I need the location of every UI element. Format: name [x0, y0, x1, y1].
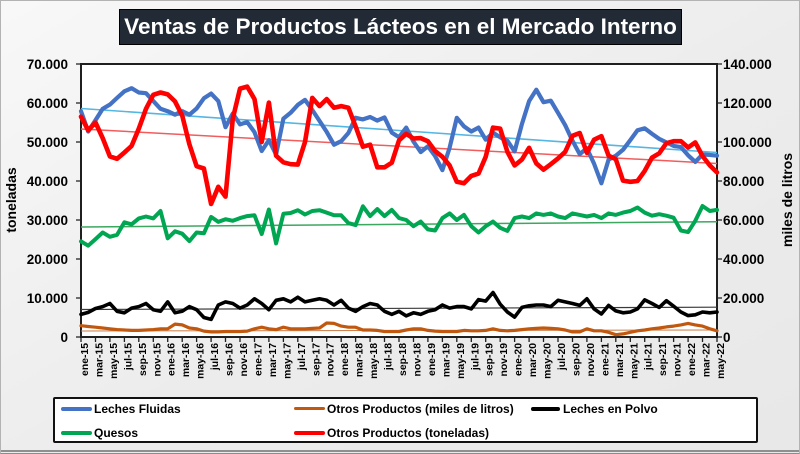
svg-text:40.000: 40.000	[27, 174, 68, 189]
svg-text:may-16: may-16	[196, 343, 207, 379]
svg-text:jul-16: jul-16	[210, 343, 221, 371]
svg-text:nov-16: nov-16	[239, 343, 250, 377]
svg-text:nov-17: nov-17	[326, 343, 337, 377]
svg-text:60.000: 60.000	[27, 96, 68, 111]
svg-text:ene-15: ene-15	[80, 343, 91, 376]
svg-text:50.000: 50.000	[27, 135, 68, 150]
svg-text:ene-21: ene-21	[600, 343, 611, 376]
svg-text:60.000: 60.000	[723, 213, 764, 228]
svg-text:100.000: 100.000	[723, 135, 772, 150]
svg-text:sep-17: sep-17	[311, 343, 322, 376]
svg-text:mar-15: mar-15	[95, 343, 106, 377]
svg-text:jul-15: jul-15	[123, 343, 134, 371]
svg-text:may-15: may-15	[109, 343, 120, 379]
svg-text:70.000: 70.000	[27, 57, 68, 72]
svg-text:ene-18: ene-18	[340, 343, 351, 376]
svg-text:ene-20: ene-20	[514, 343, 525, 376]
svg-text:mar-20: mar-20	[528, 343, 539, 377]
svg-text:80.000: 80.000	[723, 174, 764, 189]
svg-text:mar-18: mar-18	[355, 343, 366, 377]
svg-text:mar-16: mar-16	[181, 343, 192, 377]
svg-text:may-22: may-22	[716, 343, 727, 379]
svg-text:jul-19: jul-19	[470, 343, 481, 371]
svg-text:mar-17: mar-17	[268, 343, 279, 377]
svg-text:20.000: 20.000	[723, 291, 764, 306]
svg-text:mar-21: mar-21	[615, 343, 626, 377]
svg-text:120.000: 120.000	[723, 96, 772, 111]
svg-text:miles de litros: miles de litros	[779, 153, 795, 247]
svg-text:toneladas: toneladas	[3, 167, 19, 233]
svg-text:may-19: may-19	[456, 343, 467, 379]
svg-text:nov-18: nov-18	[413, 343, 424, 377]
svg-text:sep-18: sep-18	[398, 343, 409, 376]
svg-text:jul-17: jul-17	[297, 343, 308, 371]
svg-text:140.000: 140.000	[723, 57, 772, 72]
svg-text:sep-20: sep-20	[572, 343, 583, 376]
svg-text:40.000: 40.000	[723, 252, 764, 267]
svg-text:may-20: may-20	[543, 343, 554, 379]
svg-text:ene-16: ene-16	[167, 343, 178, 376]
svg-text:nov-19: nov-19	[499, 343, 510, 377]
svg-text:ene-17: ene-17	[254, 343, 265, 376]
svg-text:jul-21: jul-21	[644, 343, 655, 371]
svg-text:sep-15: sep-15	[138, 343, 149, 376]
svg-text:20.000: 20.000	[27, 252, 68, 267]
svg-text:jul-18: jul-18	[384, 343, 395, 371]
svg-text:may-17: may-17	[282, 343, 293, 379]
svg-text:sep-16: sep-16	[225, 343, 236, 376]
svg-text:ene-22: ene-22	[687, 343, 698, 376]
svg-text:0: 0	[723, 330, 731, 345]
svg-text:10.000: 10.000	[27, 291, 68, 306]
svg-text:30.000: 30.000	[27, 213, 68, 228]
svg-text:may-18: may-18	[369, 343, 380, 379]
svg-text:sep-21: sep-21	[658, 343, 669, 376]
svg-text:sep-19: sep-19	[485, 343, 496, 376]
svg-text:mar-19: mar-19	[441, 343, 452, 377]
svg-text:mar-22: mar-22	[702, 343, 713, 377]
svg-text:0: 0	[60, 330, 68, 345]
svg-text:ene-19: ene-19	[427, 343, 438, 376]
svg-text:jul-20: jul-20	[557, 343, 568, 371]
svg-text:nov-20: nov-20	[586, 343, 597, 377]
svg-text:nov-21: nov-21	[673, 343, 684, 377]
svg-text:may-21: may-21	[629, 343, 640, 379]
svg-text:nov-15: nov-15	[152, 343, 163, 377]
